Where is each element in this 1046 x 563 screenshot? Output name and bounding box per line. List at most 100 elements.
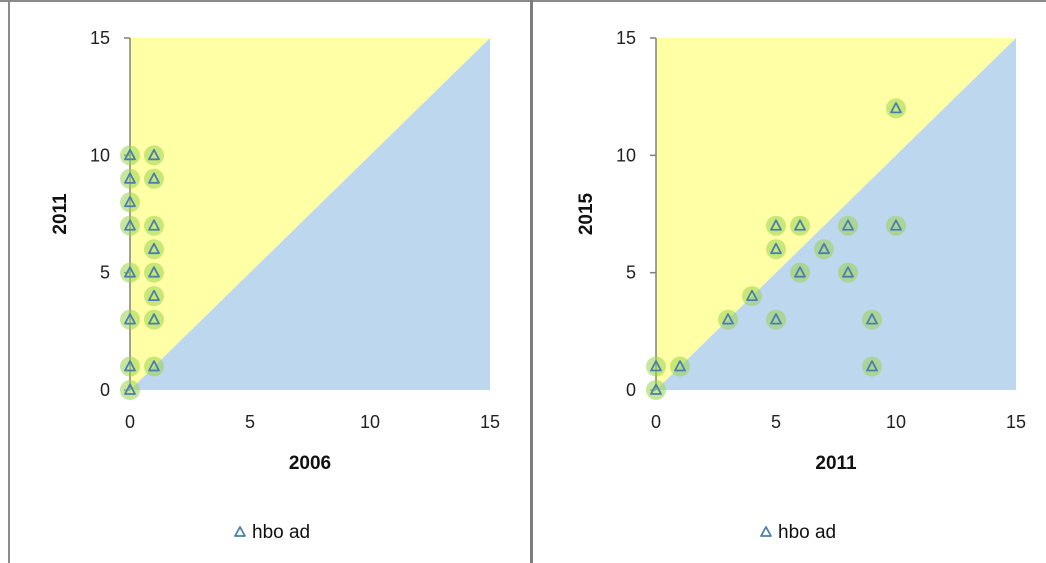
triangle-marker (770, 219, 782, 231)
y-tick-label: 5 (626, 263, 636, 283)
point-highlight (120, 215, 140, 236)
data-point (886, 98, 906, 119)
triangle-marker (866, 360, 878, 372)
triangle-marker (124, 313, 136, 325)
triangle-marker (148, 360, 160, 372)
point-highlight (766, 215, 786, 236)
triangle-marker (124, 266, 136, 278)
data-point (790, 262, 810, 283)
x-axis-title: 2006 (289, 453, 331, 474)
data-point (862, 309, 882, 330)
data-point (144, 145, 164, 166)
chart-panel-left: 0 5 10 15 0 5 10 15 2006 2011 hbo ad (50, 28, 501, 543)
point-highlight (766, 239, 786, 260)
point-highlight (144, 262, 164, 283)
data-point (144, 215, 164, 236)
point-highlight (120, 356, 140, 377)
scatter-chart-left: 0 5 10 15 0 5 10 15 2006 2011 hbo ad (50, 28, 500, 543)
y-tick-label: 5 (100, 263, 110, 283)
triangle-marker (148, 242, 160, 255)
triangle-marker (842, 219, 854, 231)
point-highlight (886, 215, 906, 236)
region-below-diagonal (130, 38, 490, 390)
triangle-marker (650, 360, 662, 372)
y-tick-label: 10 (616, 145, 636, 165)
point-highlight (120, 262, 140, 283)
data-point (120, 356, 140, 377)
legend-marker-icon (760, 526, 772, 537)
x-tick-label: 15 (480, 412, 500, 432)
triangle-marker (148, 313, 160, 325)
legend: hbo ad (760, 522, 836, 543)
data-point (718, 309, 738, 330)
x-tick-label: 15 (1006, 412, 1026, 432)
y-axis-title: 2015 (576, 192, 597, 235)
x-tick-label: 10 (886, 412, 906, 432)
legend-label: hbo ad (252, 522, 310, 543)
point-highlight (790, 262, 810, 283)
point-highlight (120, 309, 140, 330)
data-point (790, 215, 810, 236)
data-point (766, 309, 786, 330)
point-highlight (670, 356, 690, 377)
y-axis-title: 2011 (50, 193, 71, 235)
data-point (144, 356, 164, 377)
data-point (120, 215, 140, 236)
triangle-marker (148, 219, 160, 231)
triangle-marker (770, 313, 782, 325)
triangle-marker (148, 289, 160, 302)
data-point (144, 168, 164, 189)
x-tick-label: 0 (125, 412, 135, 432)
triangle-marker (124, 360, 136, 372)
data-point (670, 356, 690, 377)
y-tick-label: 15 (616, 28, 636, 48)
point-highlight (646, 380, 666, 400)
data-point (144, 262, 164, 283)
data-point (766, 239, 786, 260)
point-highlight (646, 356, 666, 377)
point-highlight (766, 309, 786, 330)
triangle-marker (674, 360, 686, 372)
point-highlight (838, 215, 858, 236)
data-point (886, 215, 906, 236)
triangle-marker (148, 266, 160, 278)
data-point (838, 262, 858, 283)
triangle-marker (842, 266, 854, 278)
data-point (120, 262, 140, 283)
data-point (120, 192, 140, 213)
y-tick-label: 0 (626, 380, 636, 400)
triangle-marker (124, 219, 136, 231)
y-tick-label: 0 (100, 380, 110, 400)
point-highlight (120, 192, 140, 213)
point-highlight (144, 309, 164, 330)
chart-panel-right: 0 5 10 15 0 5 10 15 2011 2015 hbo ad (533, 0, 1046, 563)
data-point (838, 215, 858, 236)
triangle-marker (124, 148, 136, 161)
triangle-marker (148, 172, 160, 184)
legend-marker-icon (234, 526, 246, 537)
point-highlight (144, 145, 164, 166)
point-highlight (790, 215, 810, 236)
data-point (144, 239, 164, 260)
point-highlight (144, 239, 164, 260)
x-tick-label: 5 (245, 412, 255, 432)
point-highlight (120, 380, 140, 400)
y-tick-label: 10 (90, 145, 110, 165)
triangle-marker (124, 172, 136, 184)
legend: hbo ad (234, 522, 310, 543)
data-point (144, 309, 164, 330)
triangle-marker (722, 313, 734, 325)
point-highlight (886, 98, 906, 119)
legend-label: hbo ad (778, 522, 836, 543)
triangle-marker (746, 289, 758, 302)
triangle-marker (794, 219, 806, 231)
y-tick-label: 15 (90, 28, 110, 48)
triangle-marker (124, 383, 136, 395)
point-highlight (742, 286, 762, 307)
point-highlight (838, 262, 858, 283)
point-highlight (144, 168, 164, 189)
triangle-marker (770, 242, 782, 255)
data-point (742, 286, 762, 307)
data-point (766, 215, 786, 236)
x-tick-label: 10 (360, 412, 380, 432)
